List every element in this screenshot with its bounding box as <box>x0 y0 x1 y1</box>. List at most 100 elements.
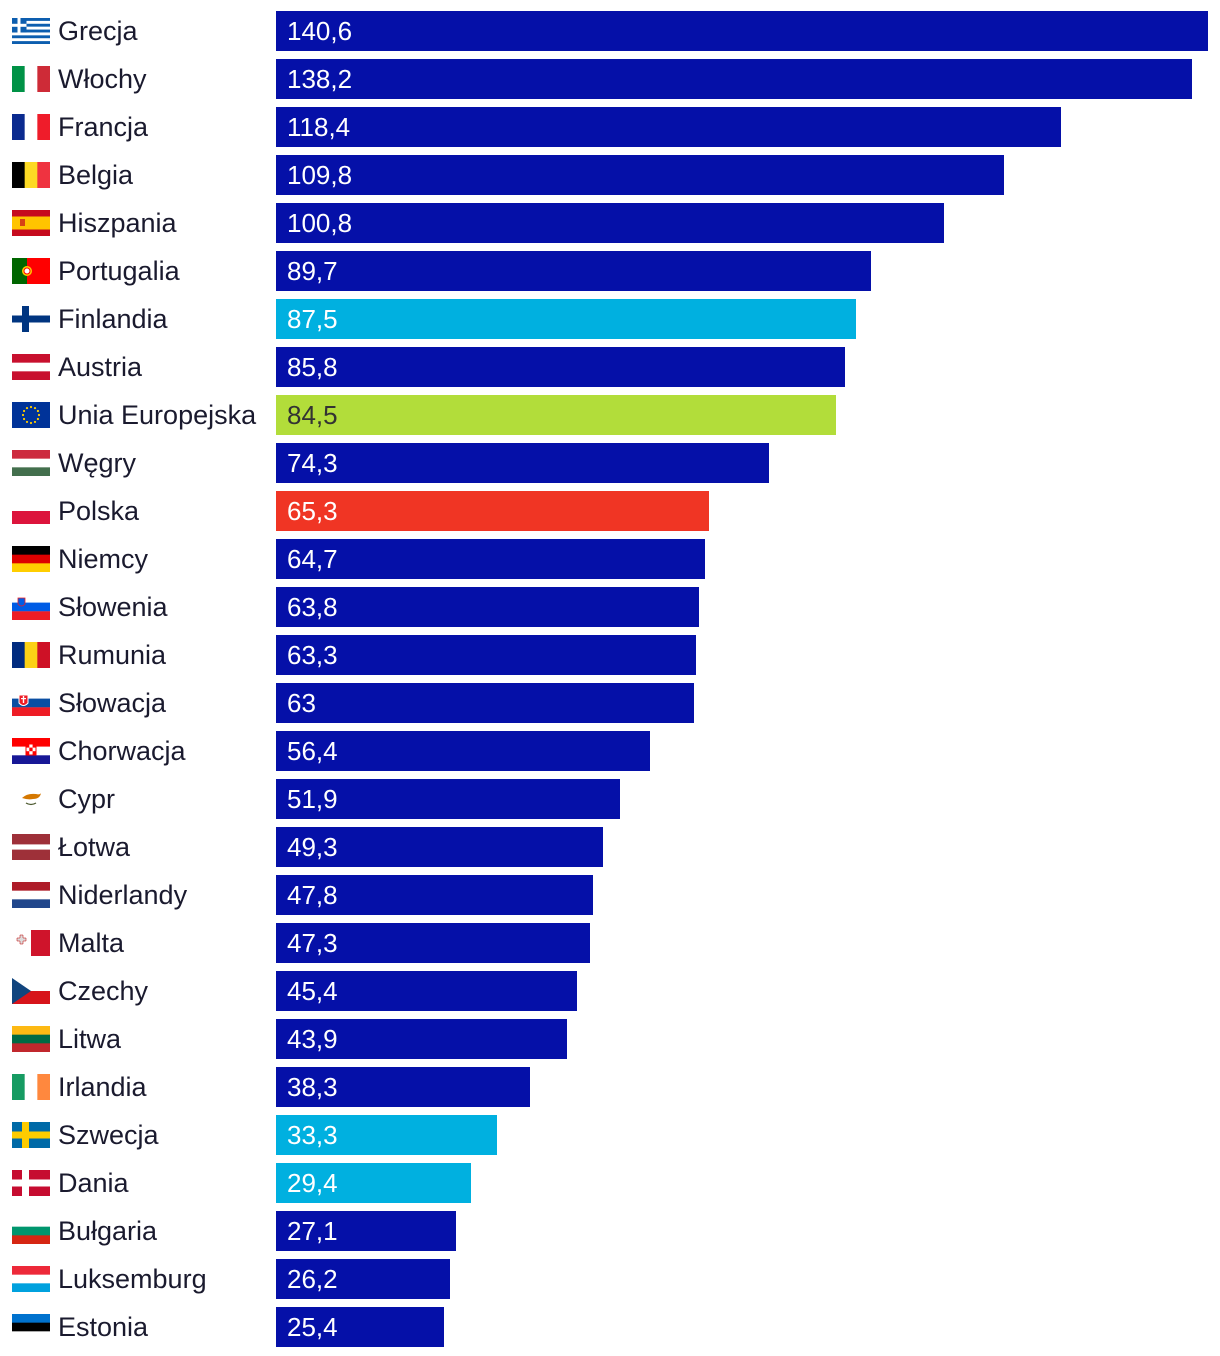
gr-flag-icon <box>12 18 50 44</box>
category-label: Słowacja <box>58 688 167 718</box>
bar: 43,9 <box>276 1019 567 1059</box>
at-flag-icon <box>12 354 50 380</box>
data-label: 29,4 <box>287 1168 338 1198</box>
chart-row: Bułgaria 27,1 <box>0 1206 1220 1254</box>
data-label: 89,7 <box>287 256 338 286</box>
category-label: Unia Europejska <box>58 400 257 430</box>
de-flag-icon <box>12 546 50 572</box>
bar: 118,4 <box>276 107 1061 147</box>
category-label: Finlandia <box>58 304 168 334</box>
chart-row: Słowacja 63 <box>0 678 1220 726</box>
bar: 29,4 <box>276 1163 471 1203</box>
category-label: Czechy <box>58 976 149 1006</box>
se-flag-icon <box>12 1122 50 1148</box>
category-label: Luksemburg <box>58 1264 207 1294</box>
data-label: 64,7 <box>287 544 338 574</box>
be-flag-icon <box>12 162 50 188</box>
data-label: 65,3 <box>287 496 338 526</box>
pl-flag-icon <box>12 498 50 524</box>
data-label: 84,5 <box>287 400 338 430</box>
category-label: Niemcy <box>58 544 149 574</box>
chart-row: Czechy 45,4 <box>0 966 1220 1014</box>
lt-flag-icon <box>12 1026 50 1052</box>
chart-row: Cypr 51,9 <box>0 774 1220 822</box>
bar: 100,8 <box>276 203 944 243</box>
data-label: 63,3 <box>287 640 338 670</box>
cz-flag-icon <box>12 978 50 1004</box>
category-label: Rumunia <box>58 640 167 670</box>
chart-row: Rumunia 63,3 <box>0 630 1220 678</box>
data-label: 109,8 <box>287 160 353 190</box>
chart-row: Austria 85,8 <box>0 342 1220 390</box>
bar: 51,9 <box>276 779 620 819</box>
data-label: 49,3 <box>287 832 338 862</box>
bar: 49,3 <box>276 827 603 867</box>
cy-flag-icon <box>12 786 50 812</box>
data-label: 140,6 <box>287 16 353 46</box>
chart-row: Finlandia 87,5 <box>0 294 1220 342</box>
bar: 56,4 <box>276 731 650 771</box>
bar: 89,7 <box>276 251 871 291</box>
category-label: Francja <box>58 112 149 142</box>
bar: 25,4 <box>276 1307 444 1347</box>
bar: 140,6 <box>276 11 1208 51</box>
bar: 87,5 <box>276 299 856 339</box>
category-label: Irlandia <box>58 1072 147 1102</box>
pt-flag-icon <box>12 258 50 284</box>
category-label: Szwecja <box>58 1120 159 1150</box>
bar: 63,3 <box>276 635 696 675</box>
category-label: Włochy <box>58 64 147 94</box>
data-label: 43,9 <box>287 1024 338 1054</box>
it-flag-icon <box>12 66 50 92</box>
sk-flag-icon <box>12 690 50 716</box>
nl-flag-icon <box>12 882 50 908</box>
hu-flag-icon <box>12 450 50 476</box>
data-label: 100,8 <box>287 208 353 238</box>
data-label: 138,2 <box>287 64 353 94</box>
bar: 47,8 <box>276 875 593 915</box>
data-label: 118,4 <box>287 112 351 142</box>
data-label: 87,5 <box>287 304 338 334</box>
category-label: Malta <box>58 928 125 958</box>
data-label: 33,3 <box>287 1120 338 1150</box>
data-label: 63 <box>287 688 316 718</box>
chart-row: Niemcy 64,7 <box>0 534 1220 582</box>
bar: 109,8 <box>276 155 1004 195</box>
data-label: 74,3 <box>287 448 338 478</box>
chart-row: Francja 118,4 <box>0 102 1220 150</box>
chart-row: Belgia 109,8 <box>0 150 1220 198</box>
si-flag-icon <box>12 594 50 620</box>
eu-flag-icon <box>12 402 50 428</box>
chart-row: Włochy 138,2 <box>0 54 1220 102</box>
data-label: 51,9 <box>287 784 338 814</box>
lu-flag-icon <box>12 1266 50 1292</box>
bg-flag-icon <box>12 1218 50 1244</box>
fi-flag-icon <box>12 306 50 332</box>
ro-flag-icon <box>12 642 50 668</box>
bar: 74,3 <box>276 443 769 483</box>
chart-row: Estonia 25,4 <box>0 1302 1220 1350</box>
category-label: Łotwa <box>58 832 131 862</box>
chart-row: Słowenia 63,8 <box>0 582 1220 630</box>
data-label: 26,2 <box>287 1264 338 1294</box>
chart-row: Grecja 140,6 <box>0 6 1220 54</box>
category-label: Hiszpania <box>58 208 177 238</box>
data-label: 45,4 <box>287 976 338 1006</box>
data-label: 56,4 <box>287 736 338 766</box>
chart-row: Unia Europejska 84,5 <box>0 390 1220 438</box>
category-label: Dania <box>58 1168 129 1198</box>
chart-row: Polska 65,3 <box>0 486 1220 534</box>
bar: 33,3 <box>276 1115 497 1155</box>
bar: 64,7 <box>276 539 705 579</box>
lv-flag-icon <box>12 834 50 860</box>
category-label: Austria <box>58 352 143 382</box>
data-label: 27,1 <box>287 1216 338 1246</box>
dk-flag-icon <box>12 1170 50 1196</box>
category-label: Chorwacja <box>58 736 186 766</box>
chart-row: Węgry 74,3 <box>0 438 1220 486</box>
data-label: 47,8 <box>287 880 338 910</box>
data-label: 38,3 <box>287 1072 338 1102</box>
category-label: Niderlandy <box>58 880 188 910</box>
chart-row: Szwecja 33,3 <box>0 1110 1220 1158</box>
